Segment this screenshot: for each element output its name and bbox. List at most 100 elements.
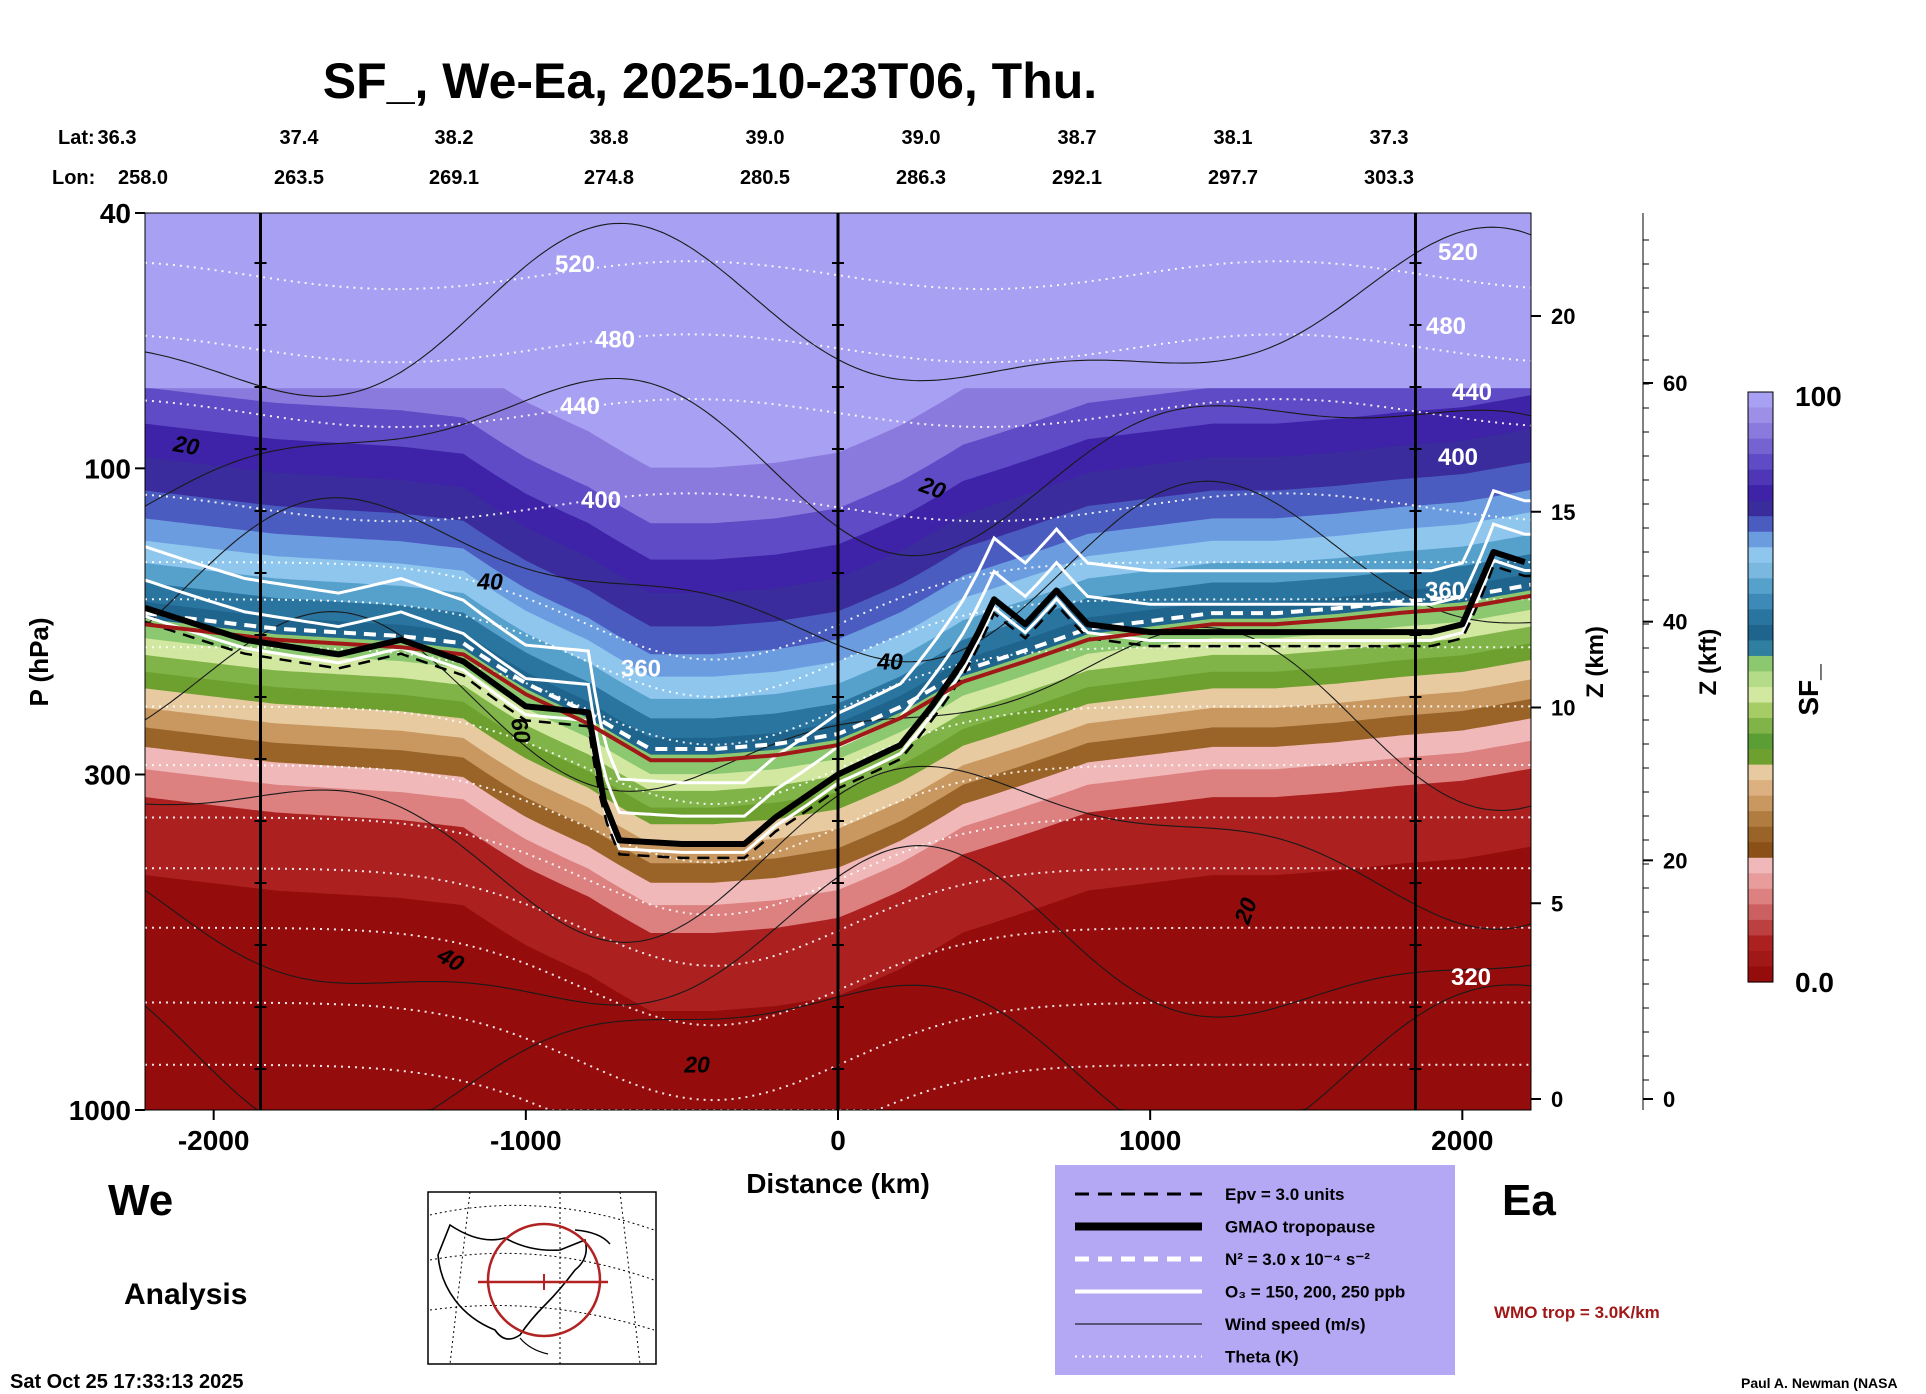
z-km-tick-label: 0 <box>1551 1087 1563 1112</box>
wind-contour-label: 40 <box>876 649 903 675</box>
z-km-axis: 0 5 10 15 20 <box>1530 213 1575 1112</box>
colorbar-swatch <box>1748 919 1773 937</box>
lat-value: 38.7 <box>1058 127 1097 149</box>
colorbar-swatch <box>1748 624 1773 642</box>
theta-contour-label: 480 <box>1426 313 1466 340</box>
theta-contour-label: 440 <box>560 393 600 420</box>
sf-band-low <box>145 846 1531 1110</box>
colorbar-swatch <box>1748 609 1773 626</box>
colorbar-swatch <box>1748 873 1773 890</box>
theta-contour-label: 360 <box>1425 577 1465 604</box>
colorbar-swatch <box>1748 795 1773 812</box>
x-axis-tick-label: 0 <box>830 1125 846 1156</box>
colorbar-swatch <box>1748 423 1773 440</box>
theta-contour-label: 520 <box>555 251 595 278</box>
colorbar-swatch <box>1748 966 1773 983</box>
z-km-tick-label: 20 <box>1551 304 1575 329</box>
colorbar-swatch <box>1748 764 1773 781</box>
z-kft-tick-label: 0 <box>1663 1087 1675 1112</box>
colorbar-swatch <box>1748 718 1773 735</box>
colorbar-swatch <box>1748 749 1773 766</box>
pressure-axis: 40 100 300 1000 <box>69 198 145 1126</box>
analysis-label: Analysis <box>124 1278 247 1311</box>
theta-contour-line <box>145 1063 1531 1110</box>
wmo-tropopause-line <box>145 593 1531 763</box>
lon-value: 258.0 <box>118 167 168 189</box>
colorbar-swatch <box>1748 780 1773 797</box>
colorbar-frame <box>1747 391 1774 983</box>
x-axis-tick-label: 1000 <box>1119 1125 1181 1156</box>
z-km-tick-label: 15 <box>1551 500 1575 525</box>
contour-labels: 520 480 440 400 360 320 520 480 440 400 360 20 40 60 4… <box>171 239 1492 1078</box>
colorbar: 100 0.0 <box>1747 381 1842 998</box>
lon-value: 297.7 <box>1208 167 1258 189</box>
legend-text-wind-speed: Wind speed (m/s) <box>1225 1315 1366 1334</box>
theta-contour-line <box>145 260 1531 291</box>
west-label: We <box>108 1176 173 1225</box>
lon-label: Lon: <box>52 167 95 189</box>
timestamp: Sat Oct 25 17:33:13 2025 <box>10 1371 244 1393</box>
theta-contour-label: 400 <box>1438 444 1478 471</box>
z-kft-tick-label: 60 <box>1663 371 1687 396</box>
legend-background <box>1055 1165 1455 1375</box>
east-label: Ea <box>1502 1176 1556 1225</box>
colorbar-swatch <box>1748 935 1773 952</box>
colorbar-swatch <box>1748 516 1773 533</box>
p-axis-tick-label: 300 <box>84 759 131 790</box>
colorbar-swatch <box>1748 454 1773 471</box>
colorbar-swatch <box>1748 826 1773 843</box>
colorbar-swatch <box>1748 655 1773 673</box>
colorbar-swatch <box>1748 702 1773 719</box>
distance-axis: -2000 -1000 0 1000 2000 <box>178 1110 1493 1156</box>
credit: Paul A. Newman (NASA <box>1741 1375 1898 1391</box>
legend-text-theta: Theta (K) <box>1225 1348 1299 1367</box>
lon-value: 286.3 <box>896 167 946 189</box>
theta-contour-line <box>145 398 1531 428</box>
lat-value: 38.1 <box>1214 127 1253 149</box>
z-kft-tick-label: 40 <box>1663 610 1687 635</box>
colorbar-swatch <box>1748 687 1773 704</box>
theta-contour-label: 480 <box>595 327 635 354</box>
colorbar-swatch <box>1748 392 1773 409</box>
colorbar-swatch <box>1748 842 1773 859</box>
z-kft-label: Z (kft) <box>1695 629 1722 696</box>
theta-contour-label: 400 <box>581 487 621 514</box>
colorbar-label: SF_ <box>1793 664 1824 716</box>
lat-value: 39.0 <box>746 127 785 149</box>
lat-value: 36.3 <box>98 127 137 149</box>
colorbar-swatch <box>1748 857 1773 874</box>
colorbar-swatch <box>1748 438 1773 455</box>
lon-value: 280.5 <box>740 167 790 189</box>
p-axis-tick-label: 40 <box>100 198 131 229</box>
colorbar-swatch <box>1748 407 1773 424</box>
sf-color-bands <box>145 213 1531 1110</box>
lat-value: 38.8 <box>590 127 629 149</box>
lon-value: 303.3 <box>1364 167 1414 189</box>
legend-text-epv: Epv = 3.0 units <box>1225 1185 1345 1204</box>
z-km-tick-label: 5 <box>1551 891 1563 916</box>
theta-contour-line <box>145 333 1531 364</box>
lat-value: 38.2 <box>435 127 474 149</box>
wmo-label: WMO trop = 3.0K/km <box>1494 1303 1660 1322</box>
legend: Epv = 3.0 units GMAO tropopause N² = 3.0 x… <box>1055 1165 1455 1375</box>
colorbar-swatch <box>1748 888 1773 905</box>
chart-title: SF_, We-Ea, 2025-10-23T06, Thu. <box>323 53 1097 109</box>
colorbar-min-label: 0.0 <box>1795 967 1834 998</box>
colorbar-swatch <box>1748 950 1773 968</box>
gmao-tropopause-line <box>145 549 1526 847</box>
x-axis-label: Distance (km) <box>746 1168 930 1199</box>
lat-label: Lat: <box>58 127 95 149</box>
lon-value: 274.8 <box>584 167 634 189</box>
lat-lon-header: Lat: Lon: 36.3 37.4 38.2 38.8 39.0 39.0 38.7 38… <box>52 127 1414 189</box>
legend-text-n2: N² = 3.0 x 10⁻⁴ s⁻² <box>1225 1250 1370 1269</box>
colorbar-swatch <box>1748 485 1773 502</box>
p-axis-tick-label: 100 <box>84 453 131 484</box>
lon-value: 269.1 <box>429 167 479 189</box>
colorbar-swatch <box>1748 547 1773 564</box>
colorbar-swatch <box>1748 811 1773 828</box>
plot-area <box>145 213 1531 1110</box>
lat-value: 39.0 <box>902 127 941 149</box>
range-circle <box>486 1222 602 1338</box>
colorbar-swatch <box>1748 640 1773 657</box>
